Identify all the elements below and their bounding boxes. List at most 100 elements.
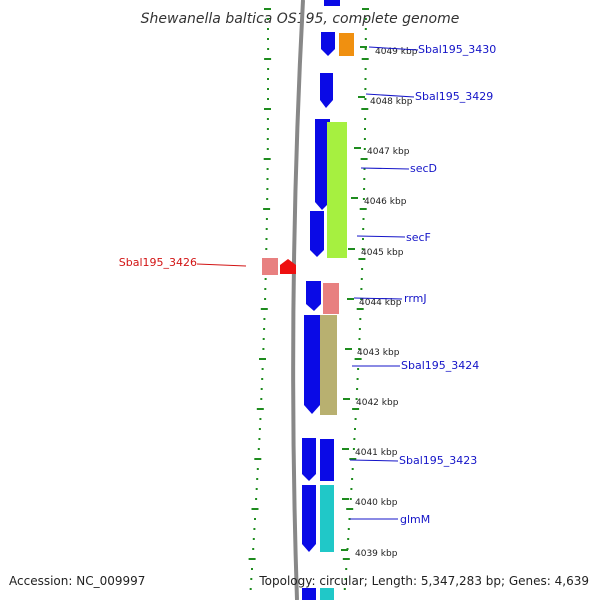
tick-label: 4044 kbp	[359, 298, 402, 308]
tick-label: 4041 kbp	[355, 448, 398, 458]
gene-label-glmm[interactable]: glmM	[350, 513, 430, 526]
tick-label: 4048 kbp	[370, 97, 413, 107]
gene-features	[262, 0, 354, 600]
feature-pink-rrmj[interactable]	[323, 283, 339, 314]
scale-dot	[256, 408, 264, 410]
feature-pink-sbal195-3426[interactable]	[262, 258, 278, 275]
scale-dot	[252, 538, 255, 540]
feature-lime[interactable]	[327, 122, 347, 258]
scale-dot	[267, 88, 269, 90]
scale-dot	[352, 408, 360, 410]
scale-dot	[249, 588, 252, 590]
scale-dot	[363, 138, 366, 140]
scale-dot	[360, 158, 368, 160]
gene-label-text[interactable]: glmM	[400, 513, 430, 526]
scale-dot	[266, 198, 269, 200]
scale-dot	[256, 468, 259, 470]
feature-khaki[interactable]	[320, 315, 337, 415]
gene-arrow[interactable]	[302, 588, 316, 600]
scale-dot	[346, 508, 354, 510]
scale-dot	[266, 128, 269, 130]
feature-orange[interactable]	[339, 33, 354, 56]
gene-label-text[interactable]: secF	[406, 231, 431, 244]
scale-dot	[260, 398, 263, 400]
scale-dot	[362, 8, 369, 10]
scale-dot	[259, 418, 262, 420]
gene-label-text[interactable]: secD	[410, 162, 437, 175]
tick-label: 4040 kbp	[355, 498, 398, 508]
genome-backbone	[291, 0, 305, 600]
tick: 4043 kbp	[345, 348, 400, 358]
scale-dot	[354, 418, 357, 420]
scale-dot	[266, 138, 269, 140]
gene-label-sbal195-3424[interactable]: Sbal195_3424	[352, 359, 479, 372]
gene-label-secf[interactable]: secF	[356, 231, 431, 244]
scale-dot	[364, 118, 367, 120]
gene-label-text[interactable]: rrmJ	[404, 292, 427, 305]
scale-dot	[259, 358, 266, 360]
scale-dot	[256, 478, 259, 480]
gene-arrow-sbal195-3426[interactable]	[280, 259, 296, 274]
scale-dot	[343, 588, 346, 590]
scale-dot	[260, 308, 268, 310]
scale-dot	[347, 528, 350, 530]
scale-dot	[364, 18, 367, 20]
gene-label-text[interactable]: Sbal195_3426	[119, 256, 197, 269]
gene-arrow-glmm[interactable]	[302, 485, 316, 552]
scale-dot	[363, 178, 366, 180]
topology-text: Topology: circular; Length: 5,347,283 bp…	[258, 574, 589, 588]
scale-dot	[248, 558, 256, 560]
scale-dot	[255, 498, 258, 500]
scale-dot	[266, 188, 269, 190]
scale-dot	[251, 508, 259, 510]
scale-dot	[262, 338, 265, 340]
scale-dot	[254, 458, 262, 460]
feature-cyan[interactable]	[320, 588, 334, 600]
scale-dot	[264, 8, 271, 10]
scale-dot	[360, 278, 363, 280]
gene-label-text[interactable]: Sbal195_3423	[399, 454, 477, 467]
scale-dot	[264, 298, 267, 300]
gene-label-secd[interactable]: secD	[360, 162, 437, 175]
gene-arrow-sbal195-3423-a[interactable]	[302, 438, 316, 481]
gene-label-sbal195-3430[interactable]: Sbal195_3430	[368, 43, 496, 56]
tick-label: 4042 kbp	[356, 398, 399, 408]
gene-arrow-secd[interactable]	[315, 119, 330, 210]
scale-dot	[264, 288, 267, 290]
map-title: Shewanella baltica OS195, complete genom…	[141, 11, 460, 27]
scale-dot	[257, 448, 260, 450]
gene-label-sbal195-3423[interactable]: Sbal195_3423	[349, 454, 477, 467]
tick: 4042 kbp	[343, 398, 399, 408]
gene-arrow[interactable]	[324, 0, 340, 6]
gene-label-text[interactable]: Sbal195_3430	[418, 43, 496, 56]
scale-dot	[349, 458, 357, 460]
scale-dot	[345, 568, 348, 570]
feature-cyan[interactable]	[320, 485, 334, 552]
gene-label-sbal195-3429[interactable]: Sbal195_3429	[365, 90, 493, 103]
gene-label-text[interactable]: Sbal195_3424	[401, 359, 479, 372]
tick: 4046 kbp	[351, 197, 407, 207]
gene-arrow-secf[interactable]	[310, 211, 324, 257]
scale-dot	[364, 88, 367, 90]
gene-label-sbal195-3426[interactable]: Sbal195_3426	[119, 256, 247, 269]
scale-dot	[358, 348, 361, 350]
scale-dot	[352, 448, 355, 450]
gene-box-sbal195-3423-b[interactable]	[320, 439, 334, 481]
gene-arrow-sbal195-3424[interactable]	[304, 315, 320, 414]
gene-arrow-sbal195-3430[interactable]	[321, 32, 335, 56]
scale-dot	[261, 368, 264, 370]
gene-label-text[interactable]: Sbal195_3429	[415, 90, 493, 103]
gene-arrow-rrmj[interactable]	[306, 281, 321, 311]
tick-label: 4047 kbp	[367, 147, 410, 157]
scale-dot	[265, 218, 268, 220]
gene-label-rrmj[interactable]: rrmJ	[353, 292, 427, 305]
scale-dot	[263, 318, 266, 320]
scale-dot	[358, 338, 361, 340]
scale-dot	[267, 98, 269, 100]
scale-dot	[344, 578, 347, 580]
scale-dot	[264, 58, 272, 60]
tick: 4039 kbp	[341, 549, 398, 559]
gene-arrow-sbal195-3429[interactable]	[320, 73, 333, 108]
scale-dot	[364, 38, 367, 40]
